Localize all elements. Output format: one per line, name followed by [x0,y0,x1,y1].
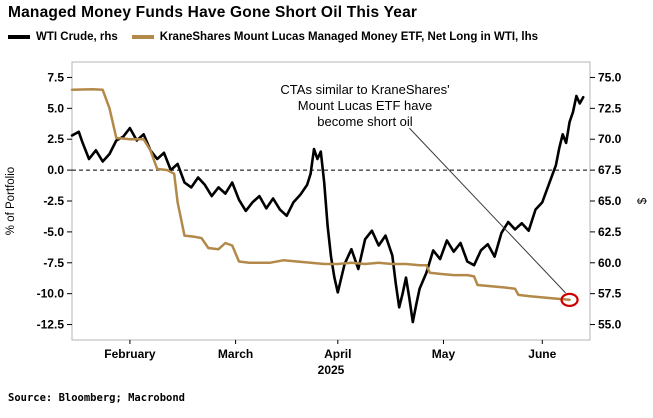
svg-text:June: June [528,347,556,361]
svg-text:70.0: 70.0 [598,132,622,146]
svg-text:$: $ [637,197,649,204]
svg-text:75.0: 75.0 [598,70,622,84]
svg-text:% of Portfolio: % of Portfolio [5,167,17,235]
svg-text:May: May [432,347,456,361]
svg-text:57.5: 57.5 [598,287,622,301]
svg-text:2025: 2025 [318,363,345,377]
legend: WTI Crude, rhs KraneShares Mount Lucas M… [8,31,538,43]
svg-text:April: April [324,347,351,361]
svg-text:-5.0: -5.0 [43,225,64,239]
svg-text:60.0: 60.0 [598,256,622,270]
svg-text:March: March [218,347,253,361]
svg-text:-10.0: -10.0 [37,287,65,301]
svg-text:5.0: 5.0 [47,101,64,115]
svg-text:67.5: 67.5 [598,163,622,177]
svg-text:72.5: 72.5 [598,101,622,115]
svg-text:-7.5: -7.5 [43,256,64,270]
svg-text:-2.5: -2.5 [43,194,64,208]
svg-text:February: February [104,347,156,361]
annotation-callout: CTAs similar to KraneShares' Mount Lucas… [280,82,450,129]
page-title: Managed Money Funds Have Gone Short Oil … [8,4,418,21]
source-note: Source: Bloomberg; Macrobond [8,392,186,404]
svg-text:0.0: 0.0 [47,163,64,177]
svg-text:2.5: 2.5 [47,132,64,146]
legend-item-wti: WTI Crude, rhs [8,31,118,43]
kraneshares-line-swatch-icon [131,35,154,39]
svg-text:-12.5: -12.5 [37,318,65,332]
svg-text:55.0: 55.0 [598,318,622,332]
svg-text:7.5: 7.5 [47,70,64,84]
legend-label-kraneshares: KraneShares Mount Lucas Managed Money ET… [159,31,539,43]
svg-text:62.5: 62.5 [598,225,622,239]
legend-item-kraneshares: KraneShares Mount Lucas Managed Money ET… [131,31,539,43]
legend-label-wti: WTI Crude, rhs [36,31,118,43]
wti-line-swatch-icon [8,35,30,39]
svg-text:65.0: 65.0 [598,194,622,208]
